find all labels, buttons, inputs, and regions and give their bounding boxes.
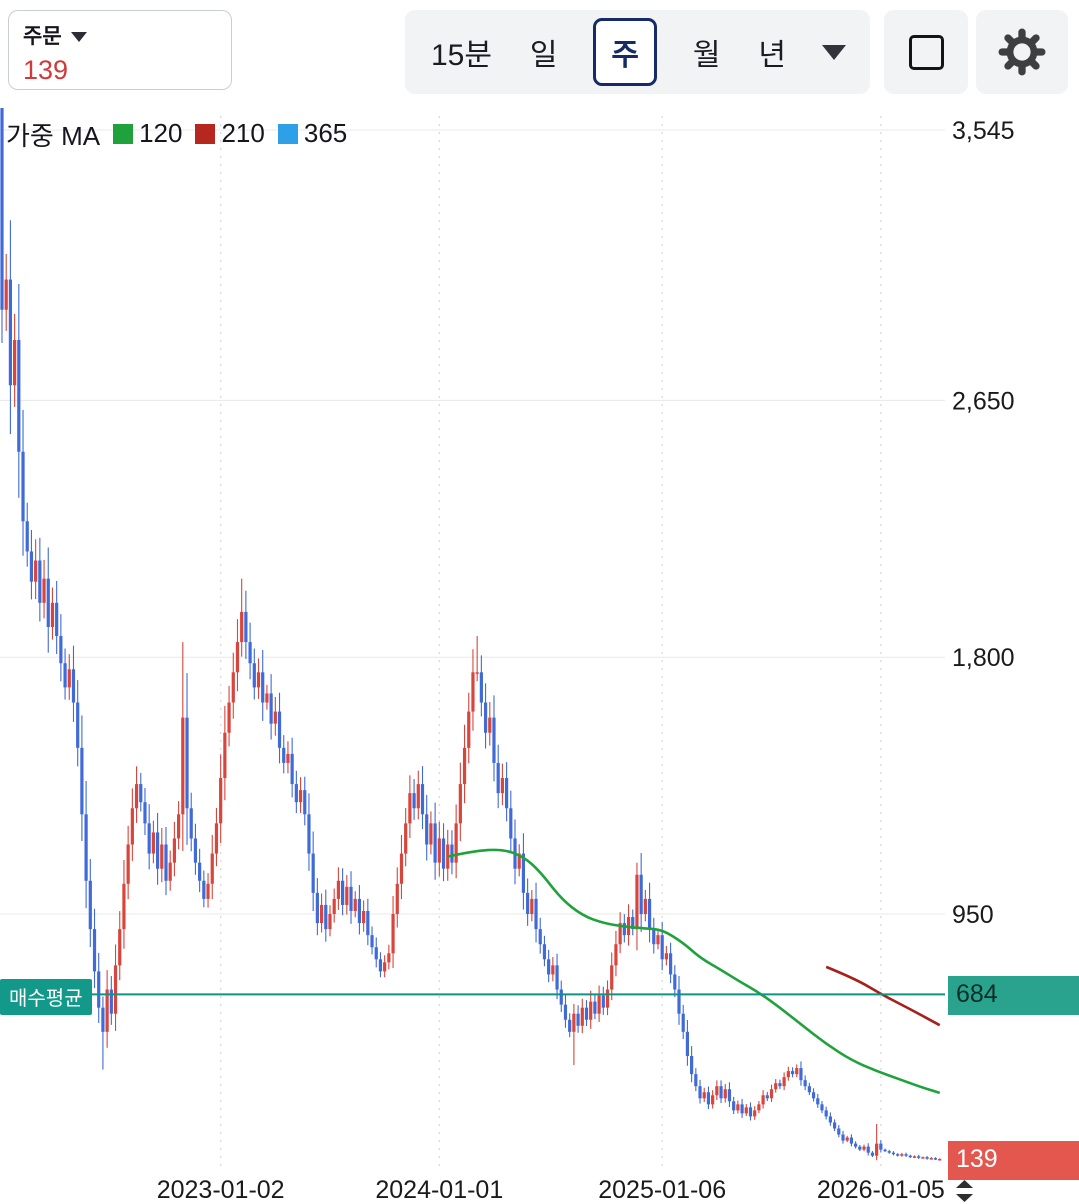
gear-icon: [998, 28, 1046, 76]
ma-legend-item-210: 210: [195, 118, 265, 149]
square-icon: [908, 34, 944, 70]
svg-text:950: 950: [952, 901, 994, 929]
timeframe-tab-month[interactable]: 월: [692, 39, 721, 72]
price-scale-toggle[interactable]: [951, 1180, 978, 1202]
ma-legend: 가중 MA 120 210 365: [6, 116, 347, 153]
svg-text:2026-01-05: 2026-01-05: [817, 1176, 945, 1204]
svg-text:2023-01-02: 2023-01-02: [157, 1176, 285, 1204]
candlestick-chart[interactable]: 3,545 2,650 1,800 950 2023-01-02 2024-01-01 20…: [0, 108, 1079, 1204]
svg-text:2024-01-01: 2024-01-01: [375, 1176, 503, 1204]
timeframe-tab-year[interactable]: 년: [758, 39, 786, 72]
last-price-tag: 139: [948, 1141, 1079, 1181]
price-scale-arrows-icon: [956, 1180, 973, 1202]
svg-text:1,800: 1,800: [952, 644, 1015, 672]
svg-text:2025-01-06: 2025-01-06: [598, 1176, 726, 1204]
avg-buy-label: 매수평균: [0, 979, 92, 1016]
order-label: 주문: [23, 25, 62, 48]
svg-text:3,545: 3,545: [952, 117, 1015, 145]
ma-legend-item-365: 365: [277, 118, 347, 149]
ma-swatch-icon: [277, 123, 298, 144]
timeframe-tabs: 15분 일 주 월 년: [429, 18, 788, 86]
timeframe-bar: 15분 일 주 월 년: [405, 10, 870, 94]
ma-legend-title: 가중 MA: [6, 121, 101, 151]
timeframe-dropdown-caret[interactable]: [822, 44, 846, 60]
ma-legend-item-120: 120: [113, 118, 182, 149]
svg-text:2,650: 2,650: [952, 387, 1015, 415]
timeframe-tab-week[interactable]: 주: [593, 18, 657, 86]
ma-swatch-icon: [195, 123, 216, 144]
avg-buy-price-tag: 684: [948, 976, 1079, 1016]
ma-swatch-icon: [113, 123, 134, 144]
order-panel[interactable]: 주문 139: [8, 10, 232, 90]
order-price-value: 139: [23, 55, 69, 85]
settings-button[interactable]: [976, 10, 1068, 94]
timeframe-tab-15min[interactable]: 15분: [431, 39, 492, 72]
fullscreen-button[interactable]: [884, 10, 968, 94]
timeframe-tab-day[interactable]: 일: [529, 39, 558, 72]
order-caret-icon: [70, 32, 87, 42]
ma-legend-items: 120 210 365: [100, 118, 347, 151]
